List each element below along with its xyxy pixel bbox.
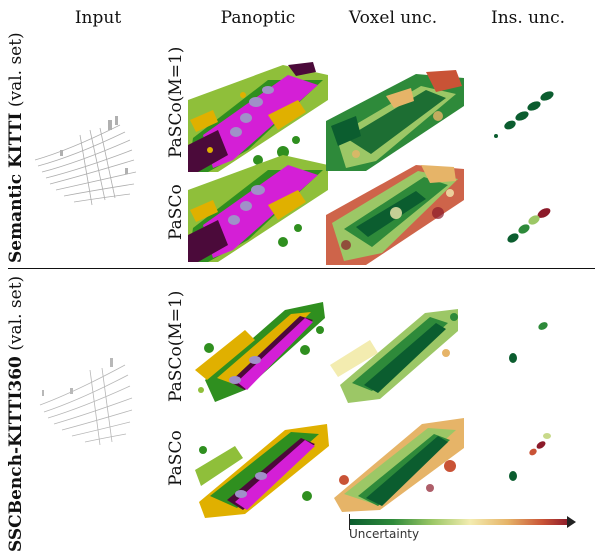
ins-unc-semkitti-pasco — [507, 208, 551, 243]
dataset-subset: (val. set) — [6, 32, 26, 108]
dataset-subset: (val. set) — [6, 275, 26, 351]
voxel-unc-kitti360-pasco — [334, 418, 464, 512]
dataset-label-sscbench: SSCBench-KITTI360 (val. set) — [6, 276, 26, 552]
voxel-unc-semkitti-pasco — [326, 165, 464, 265]
voxel-unc-kitti360-pasco-m1 — [330, 309, 458, 403]
ins-unc-kitti360-pasco — [509, 433, 551, 481]
method-label: PaSCo(M=1) — [166, 46, 186, 158]
colorbar-arrow-icon — [567, 516, 576, 528]
panoptic-semkitti-pasco-m1 — [188, 62, 328, 172]
column-header-voxel-unc: Voxel unc. — [348, 8, 438, 28]
column-header-panoptic: Panoptic — [220, 8, 296, 28]
ins-unc-kitti360-pasco-m1 — [509, 322, 548, 363]
column-header-input: Input — [74, 8, 122, 28]
column-header-ins-unc: Ins. unc. — [490, 8, 566, 28]
input-point-cloud-kitti360 — [39, 358, 133, 446]
method-label: PaSCo — [166, 184, 186, 240]
method-label: PaSCo(M=1) — [166, 290, 186, 402]
dataset-name: SSCBench-KITTI360 — [6, 356, 26, 552]
input-point-cloud-semantic-kitti — [34, 116, 137, 206]
dataset-label-semantic-kitti: Semantic KITTI (val. set) — [6, 32, 26, 263]
ins-unc-semkitti-pasco-m1 — [494, 91, 554, 138]
panoptic-kitti360-pasco — [195, 424, 329, 518]
panoptic-semkitti-pasco — [188, 155, 328, 262]
colorbar-origin-tick — [349, 514, 351, 530]
method-label: PaSCo — [166, 430, 186, 486]
dataset-name: Semantic KITTI — [6, 112, 26, 263]
colorbar-label: Uncertainty — [349, 527, 420, 541]
uncertainty-colorbar — [349, 519, 569, 525]
dataset-divider — [8, 268, 595, 270]
panoptic-kitti360-pasco-m1 — [195, 302, 325, 402]
voxel-unc-semkitti-pasco-m1 — [326, 70, 464, 171]
